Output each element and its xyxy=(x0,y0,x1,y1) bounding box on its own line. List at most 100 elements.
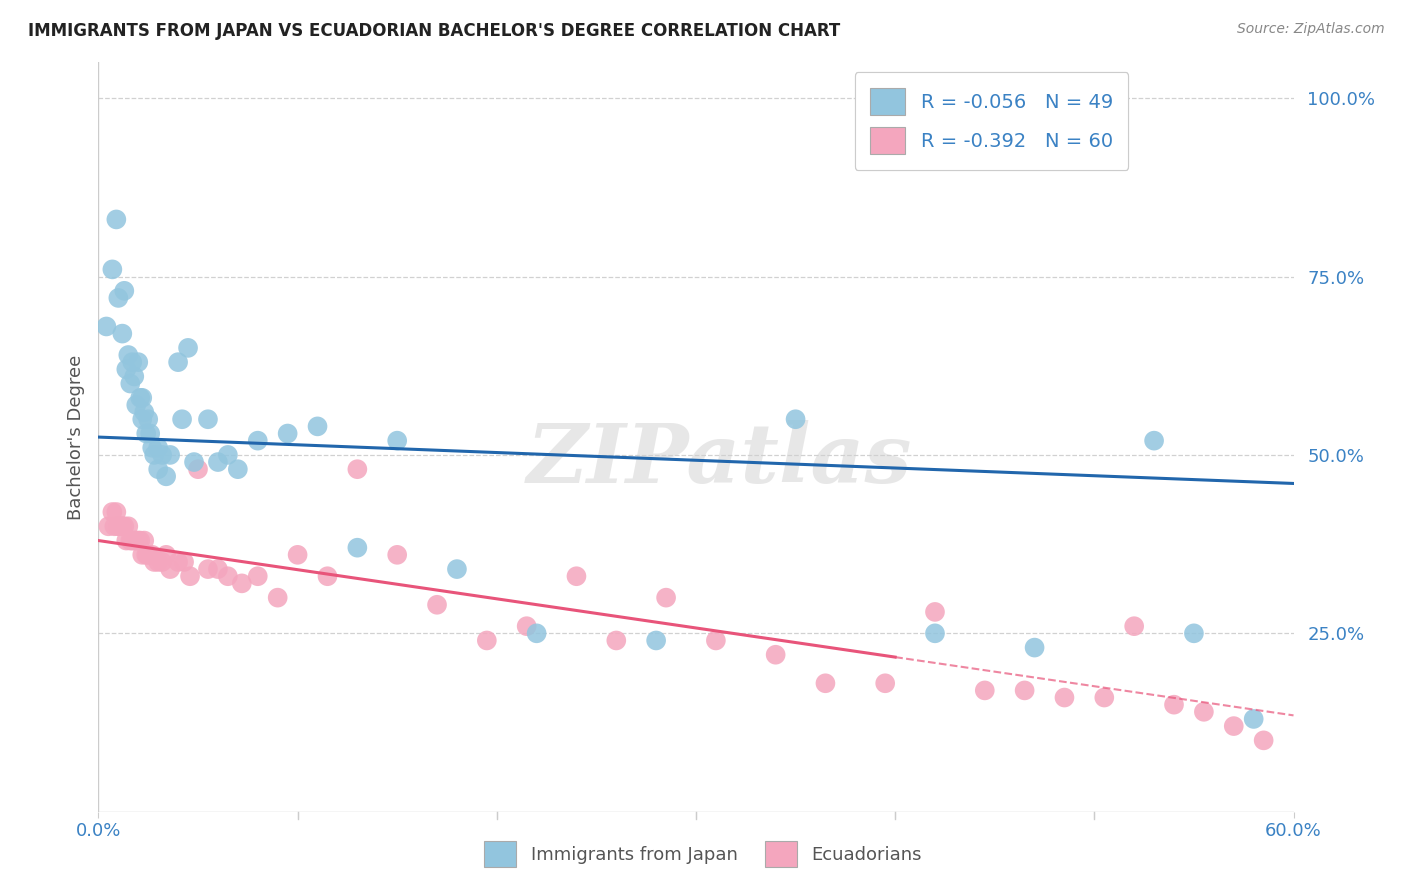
Point xyxy=(135,426,157,441)
Point xyxy=(125,398,148,412)
Point xyxy=(115,362,138,376)
Point xyxy=(565,569,588,583)
Point xyxy=(346,541,368,555)
Point xyxy=(197,412,219,426)
Point xyxy=(1253,733,1275,747)
Point xyxy=(814,676,837,690)
Point xyxy=(159,562,181,576)
Point xyxy=(197,562,219,576)
Point xyxy=(645,633,668,648)
Point xyxy=(1143,434,1166,448)
Legend: R = -0.056   N = 49, R = -0.392   N = 60: R = -0.056 N = 49, R = -0.392 N = 60 xyxy=(855,72,1129,170)
Point xyxy=(96,319,118,334)
Point xyxy=(135,548,157,562)
Point xyxy=(110,519,132,533)
Point xyxy=(107,291,129,305)
Point xyxy=(1092,690,1115,705)
Point xyxy=(131,391,153,405)
Point xyxy=(112,519,135,533)
Point xyxy=(1192,705,1215,719)
Point xyxy=(143,555,166,569)
Point xyxy=(385,548,409,562)
Point xyxy=(120,533,142,548)
Point xyxy=(231,576,253,591)
Point xyxy=(924,626,946,640)
Text: ZIPatlas: ZIPatlas xyxy=(527,419,912,500)
Point xyxy=(120,376,142,391)
Point xyxy=(124,369,146,384)
Point xyxy=(105,212,128,227)
Point xyxy=(150,448,173,462)
Point xyxy=(1163,698,1185,712)
Point xyxy=(121,533,143,548)
Point xyxy=(136,548,159,562)
Point xyxy=(187,462,209,476)
Point xyxy=(475,633,498,648)
Point xyxy=(103,519,125,533)
Point xyxy=(785,412,807,426)
Point xyxy=(127,355,149,369)
Point xyxy=(277,426,299,441)
Point xyxy=(207,562,229,576)
Point xyxy=(1123,619,1146,633)
Point xyxy=(150,555,173,569)
Point xyxy=(924,605,946,619)
Point xyxy=(159,448,181,462)
Point xyxy=(385,434,409,448)
Point xyxy=(446,562,468,576)
Point xyxy=(217,569,239,583)
Text: IMMIGRANTS FROM JAPAN VS ECUADORIAN BACHELOR'S DEGREE CORRELATION CHART: IMMIGRANTS FROM JAPAN VS ECUADORIAN BACH… xyxy=(28,22,841,40)
Y-axis label: Bachelor's Degree: Bachelor's Degree xyxy=(66,354,84,520)
Point xyxy=(129,391,152,405)
Point xyxy=(134,405,156,419)
Point xyxy=(226,462,249,476)
Point xyxy=(246,434,269,448)
Point xyxy=(183,455,205,469)
Point xyxy=(287,548,309,562)
Text: Source: ZipAtlas.com: Source: ZipAtlas.com xyxy=(1237,22,1385,37)
Point xyxy=(111,519,134,533)
Point xyxy=(115,533,138,548)
Point xyxy=(134,533,156,548)
Point xyxy=(605,633,627,648)
Point xyxy=(526,626,548,640)
Point xyxy=(172,412,194,426)
Point xyxy=(155,469,177,483)
Point xyxy=(131,548,153,562)
Point xyxy=(117,519,139,533)
Point xyxy=(155,548,177,562)
Point xyxy=(765,648,787,662)
Point xyxy=(121,355,143,369)
Point xyxy=(97,519,120,533)
Point xyxy=(1243,712,1265,726)
Point xyxy=(107,519,129,533)
Point xyxy=(267,591,290,605)
Point xyxy=(1024,640,1046,655)
Point xyxy=(1053,690,1076,705)
Point xyxy=(973,683,995,698)
Legend: Immigrants from Japan, Ecuadorians: Immigrants from Japan, Ecuadorians xyxy=(477,834,929,874)
Point xyxy=(173,555,195,569)
Point xyxy=(131,412,153,426)
Point xyxy=(516,619,538,633)
Point xyxy=(124,533,146,548)
Point xyxy=(207,455,229,469)
Point xyxy=(148,441,170,455)
Point xyxy=(136,412,159,426)
Point xyxy=(105,505,128,519)
Point xyxy=(101,262,124,277)
Point xyxy=(148,462,170,476)
Point xyxy=(148,555,170,569)
Point xyxy=(179,569,201,583)
Point xyxy=(307,419,329,434)
Point xyxy=(316,569,339,583)
Point xyxy=(141,548,163,562)
Point xyxy=(167,555,190,569)
Point xyxy=(129,533,152,548)
Point xyxy=(139,426,162,441)
Point xyxy=(1223,719,1246,733)
Point xyxy=(426,598,449,612)
Point xyxy=(127,533,149,548)
Point xyxy=(101,505,124,519)
Point xyxy=(1014,683,1036,698)
